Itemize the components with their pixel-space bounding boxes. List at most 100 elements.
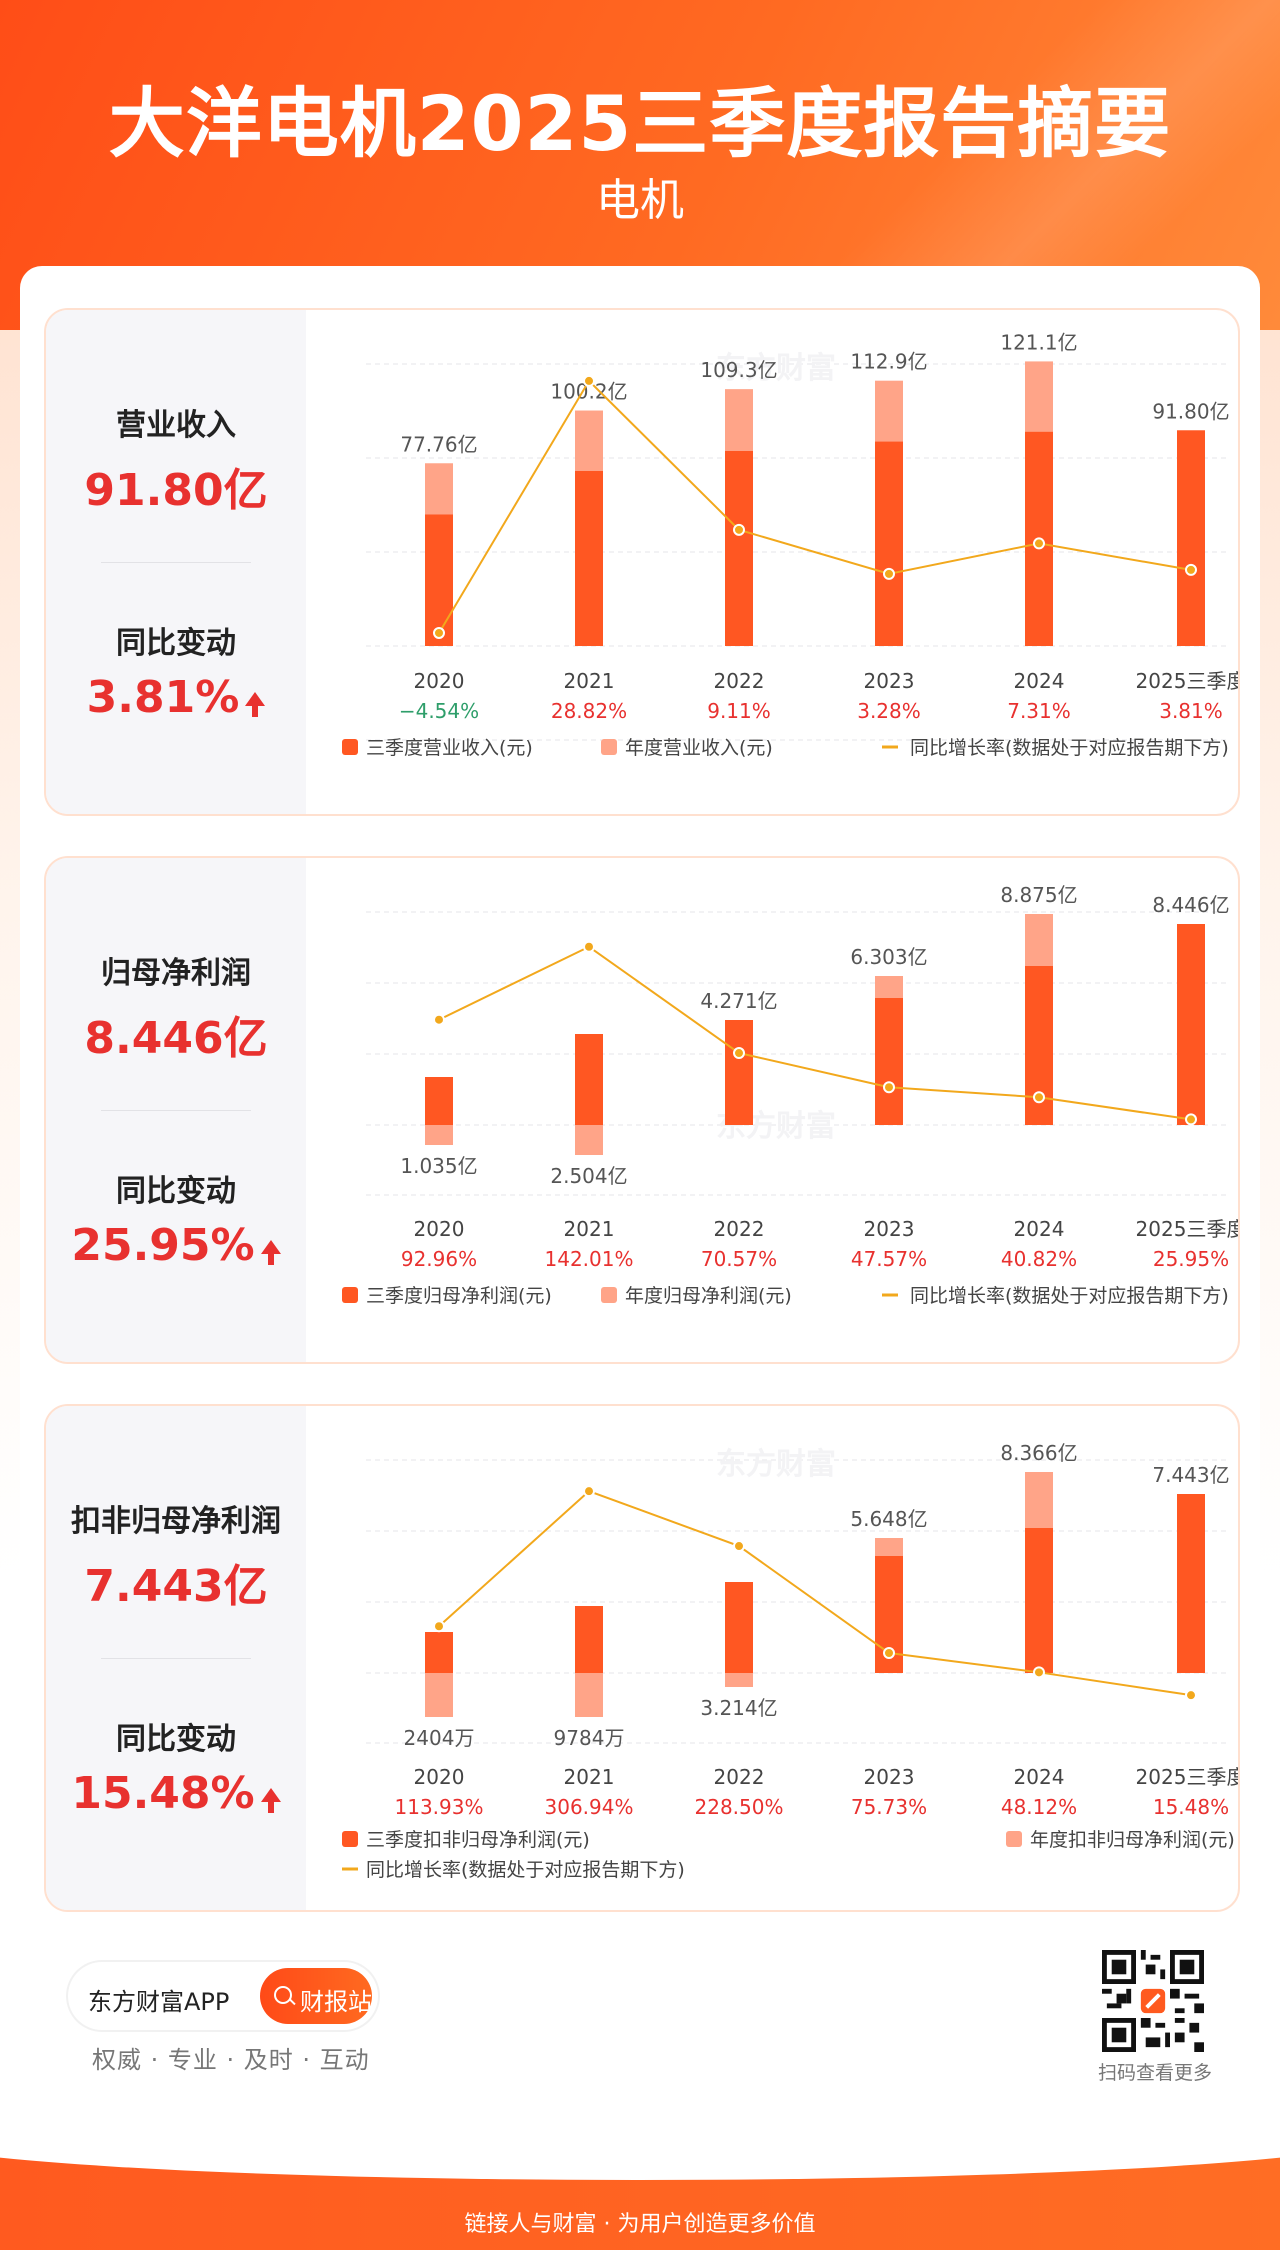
bar-q3 [1025,1528,1053,1673]
bar-annual [575,1673,603,1717]
bar-annual [725,1673,753,1687]
legend-annual: 年度扣非归母净利润(元) [1030,1829,1235,1851]
legend-line: 同比增长率(数据处于对应报告期下方) [910,1285,1229,1307]
change-value: 3.81% [86,672,240,723]
category-label: 2021 [564,1765,615,1789]
category-label: 2024 [1014,669,1065,693]
qr-caption: 扫码查看更多 [1097,2062,1212,2084]
bar-annual [425,1125,453,1145]
category-label: 2023 [864,1217,915,1241]
growth-point [733,523,745,536]
growth-point [583,374,595,387]
bar-q3 [425,1632,453,1673]
kpi-value: 7.443亿 [84,1561,268,1612]
kpi-label: 扣非归母净利润 [71,1504,281,1539]
report-station-button[interactable]: 财报站 [260,1968,372,2024]
growth-point [1185,1689,1197,1702]
slogan: 权威 · 专业 · 及时 · 互动 [92,2046,370,2074]
bar-q3 [1177,430,1205,646]
growth-point [583,940,595,953]
growth-label: 15.48% [1153,1795,1229,1819]
growth-point [1033,537,1045,550]
growth-point [583,1485,595,1498]
growth-label: −4.54% [399,699,479,723]
category-label: 2023 [864,669,915,693]
growth-label: 3.81% [1159,699,1223,723]
qr-code-icon[interactable] [1102,1950,1204,2052]
bar-q3 [425,1077,453,1125]
value-label: 1.035亿 [400,1154,477,1178]
legend-swatch-q3 [342,1831,358,1847]
value-label: 2.504亿 [550,1164,627,1188]
value-label: 3.214亿 [700,1696,777,1720]
legend-annual: 年度归母净利润(元) [625,1285,792,1307]
growth-label: 92.96% [401,1247,477,1271]
bar-annual [875,380,903,442]
app-banner: 东方财富APP 财报站 [68,1962,378,2030]
bar-q3 [875,998,903,1125]
growth-label: 48.12% [1001,1795,1077,1819]
growth-label: 7.31% [1007,699,1071,723]
growth-label: 113.93% [395,1795,484,1819]
legend-swatch-q3 [342,1287,358,1303]
legend-annual: 年度营业收入(元) [625,737,773,759]
value-label: 8.366亿 [1000,1441,1077,1465]
deducted-profit-chart: 东方财富 2404万 2020 113.93% 9784万 2021 306.94% 3.21… [342,1441,1238,1881]
bottom-bar [0,2090,1280,2250]
revenue-chart: 东方财富77.76亿2020−4.54%100.2亿202128.82%109.… [342,330,1238,759]
category-label: 2025三季度 [1136,669,1238,693]
value-label: 109.3亿 [700,358,777,382]
growth-label: 306.94% [545,1795,634,1819]
growth-point [433,626,445,639]
divider [101,1110,251,1111]
growth-point [883,1646,895,1659]
kpi-panel: 归母净利润 8.446亿 同比变动 25.95% [46,858,306,1362]
legend-q3: 三季度归母净利润(元) [366,1285,552,1307]
legend-q3: 三季度营业收入(元) [366,737,533,759]
legend-swatch-annual [1006,1831,1022,1847]
bar-q3 [575,1034,603,1125]
growth-point [433,1620,445,1633]
change-label: 同比变动 [116,1722,236,1757]
category-label: 2024 [1014,1765,1065,1789]
page-title: 大洋电机2025三季度报告摘要 [108,79,1172,168]
bar-q3 [575,1606,603,1673]
change-value-row: 3.81% [46,672,306,723]
bar-q3 [575,470,603,646]
kpi-value: 8.446亿 [84,1013,268,1064]
growth-label: 28.82% [551,699,627,723]
bar-annual [1025,914,1053,966]
bar-annual [1025,361,1053,432]
kpi-panel: 营业收入 91.80亿 同比变动 3.81% [46,310,306,814]
legend-swatch-annual [601,739,617,755]
page-subtitle: 电机 [596,175,684,226]
change-value-row: 15.48% [46,1768,306,1819]
change-value: 25.95% [71,1220,255,1271]
app-name: 东方财富APP [88,1988,230,2016]
revenue-section: 营业收入 91.80亿 同比变动 3.81% 东方财富 77.76亿 2020 −4.… [44,308,1240,816]
growth-line [438,945,1192,1121]
change-value: 15.48% [71,1768,255,1819]
footer-text: 链接人与财富 · 为用户创造更多价值 [464,2212,816,2237]
legend-line: 同比增长率(数据处于对应报告期下方) [910,737,1229,759]
arrow-up-icon [260,1788,281,1813]
bar-q3 [875,441,903,646]
growth-label: 75.73% [851,1795,927,1819]
category-label: 2022 [714,1217,765,1241]
growth-label: 3.28% [857,699,921,723]
growth-point [433,1013,445,1026]
category-label: 2023 [864,1765,915,1789]
arrow-up-icon [245,692,266,717]
growth-label: 25.95% [1153,1247,1229,1271]
growth-label: 142.01% [545,1247,634,1271]
category-label: 2022 [714,669,765,693]
bar-annual [575,1125,603,1155]
growth-label: 47.57% [851,1247,927,1271]
growth-label: 9.11% [707,699,771,723]
category-label: 2021 [564,669,615,693]
growth-point [1185,563,1197,576]
search-icon [274,1986,292,2004]
growth-point [733,1540,745,1553]
bar-q3 [1177,1494,1205,1673]
bar-q3 [725,1020,753,1125]
